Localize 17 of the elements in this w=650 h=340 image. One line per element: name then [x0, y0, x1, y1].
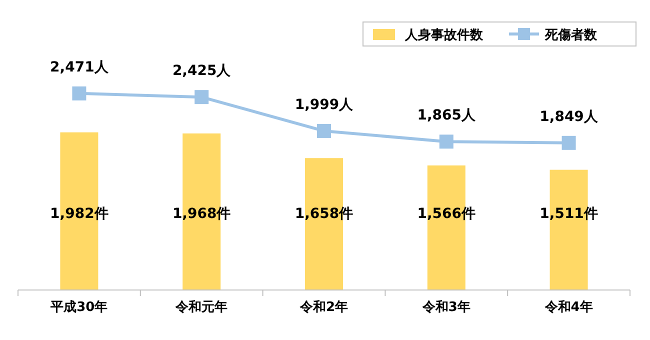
x-tick-label: 令和元年 — [174, 299, 228, 315]
x-tick-label: 令和4年 — [544, 299, 593, 315]
point — [72, 86, 86, 100]
data-label: 1,849人 — [540, 108, 599, 125]
point — [194, 90, 209, 104]
x-tick-label: 平成30年 — [50, 300, 108, 315]
legend-label: 死傷者数 — [544, 28, 598, 43]
x-tick-label: 令和3年 — [421, 299, 470, 315]
data-label: 1,999人 — [294, 96, 354, 113]
legend-label: 人身事故件数 — [404, 28, 484, 43]
data-label: 2,425人 — [172, 63, 232, 80]
data-label: 2,471人 — [50, 59, 110, 76]
point — [439, 134, 454, 149]
point — [317, 124, 331, 138]
data-label: 1,865人 — [417, 108, 477, 124]
point — [562, 136, 576, 150]
x-tick-label: 令和2年 — [298, 299, 348, 315]
